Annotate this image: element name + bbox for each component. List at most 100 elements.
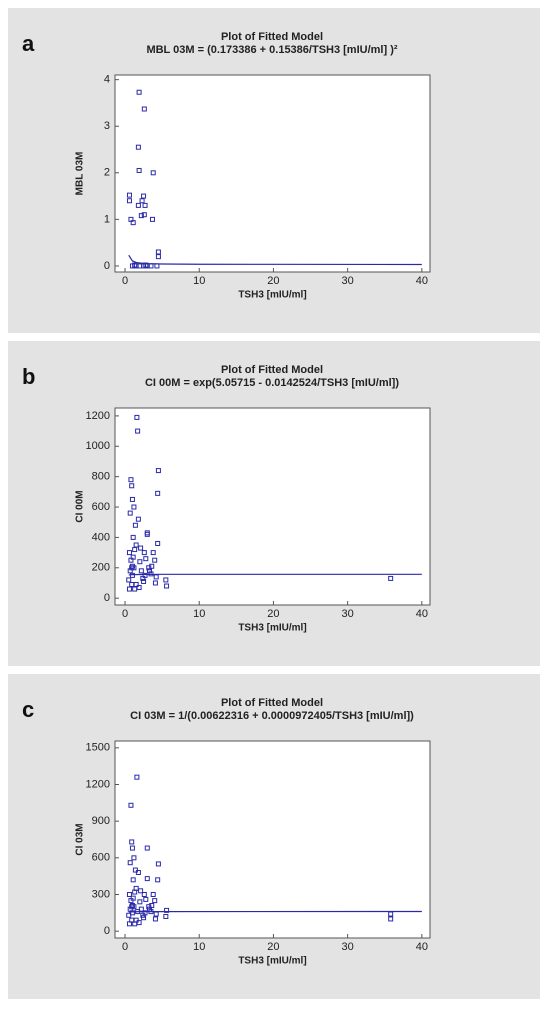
x-tick-label: 20 (267, 275, 279, 287)
data-point (388, 916, 394, 922)
data-point (150, 550, 156, 556)
data-point (142, 572, 148, 578)
data-point (388, 911, 394, 917)
plot-area (114, 407, 431, 606)
x-tick-label: 40 (416, 941, 428, 953)
plot-area (114, 74, 431, 273)
y-tick-label: 200 (92, 562, 110, 574)
data-point (142, 910, 148, 916)
data-point (129, 565, 135, 571)
data-point (129, 845, 135, 851)
y-axis-label: MBL 03M (75, 152, 86, 196)
data-point (130, 554, 136, 560)
y-tick-label: 0 (104, 925, 110, 937)
x-tick-label: 40 (416, 275, 428, 287)
data-point (148, 263, 154, 269)
data-point (130, 220, 136, 226)
data-point (126, 198, 132, 204)
fit-line (128, 910, 422, 913)
data-point (129, 910, 135, 916)
x-tick-label: 10 (193, 275, 205, 287)
y-tick-label: 1200 (86, 410, 110, 422)
data-point (126, 891, 132, 897)
data-point (129, 839, 135, 845)
y-tick-label: 0 (104, 592, 110, 604)
data-point (138, 568, 144, 574)
data-point (141, 106, 147, 112)
data-point (127, 568, 133, 574)
y-tick-label: 1200 (86, 778, 110, 790)
data-point (132, 262, 138, 268)
data-point (152, 557, 158, 563)
y-tick-label: 2 (104, 167, 110, 179)
y-tick-label: 400 (92, 531, 110, 543)
plot-area (114, 740, 431, 939)
data-point (143, 262, 149, 268)
data-point (136, 89, 142, 95)
x-axis-label: TSH3 [mIU/ml] (238, 956, 306, 967)
data-point (129, 572, 135, 578)
data-point (129, 902, 135, 908)
data-point (138, 545, 144, 551)
data-point (136, 920, 142, 926)
data-point (148, 571, 154, 577)
data-point (126, 577, 132, 583)
data-point (131, 855, 137, 861)
data-point (129, 483, 135, 489)
data-point (138, 213, 144, 219)
data-point (150, 170, 156, 176)
data-point (144, 531, 150, 537)
y-tick-label: 300 (92, 888, 110, 900)
data-point (132, 547, 138, 553)
data-point (134, 414, 140, 420)
data-point (135, 516, 141, 522)
data-point (131, 504, 137, 510)
data-point (152, 580, 158, 586)
data-point (126, 921, 132, 927)
data-point (155, 468, 161, 474)
y-tick-label: 1 (104, 213, 110, 225)
data-point (164, 907, 170, 913)
data-point (164, 583, 170, 589)
data-point (132, 889, 138, 895)
data-point (133, 581, 139, 587)
y-tick-label: 0 (104, 260, 110, 272)
data-point (134, 774, 140, 780)
data-point (138, 888, 144, 894)
y-tick-label: 900 (92, 815, 110, 827)
x-tick-label: 10 (193, 608, 205, 620)
x-tick-label: 20 (267, 608, 279, 620)
data-point (137, 899, 143, 905)
data-point (143, 896, 149, 902)
data-point (135, 909, 141, 915)
data-point (139, 198, 145, 204)
data-point (149, 216, 155, 222)
data-point (136, 585, 142, 591)
data-point (163, 577, 169, 583)
data-point (135, 428, 141, 434)
data-point (163, 913, 169, 919)
panel-letter: c (22, 697, 34, 722)
data-point (127, 860, 133, 866)
chart-title: Plot of Fitted Model (221, 697, 323, 709)
data-point (128, 477, 134, 483)
y-tick-label: 800 (92, 471, 110, 483)
data-point (126, 586, 132, 592)
data-point (141, 550, 147, 556)
panel-letter: a (22, 31, 35, 56)
data-point (132, 867, 138, 873)
x-tick-label: 30 (342, 275, 354, 287)
data-point (144, 845, 150, 851)
x-tick-label: 40 (416, 608, 428, 620)
data-point (130, 534, 136, 540)
y-tick-label: 1500 (86, 742, 110, 754)
data-point (142, 202, 148, 208)
chart-title: Plot of Fitted Model (221, 364, 323, 376)
data-point (141, 193, 147, 199)
chart-subtitle: CI 00M = exp(5.05715 - 0.0142524/TSH3 [m… (145, 377, 399, 389)
data-point (130, 877, 136, 883)
y-axis-label: CI 03M (75, 823, 86, 855)
